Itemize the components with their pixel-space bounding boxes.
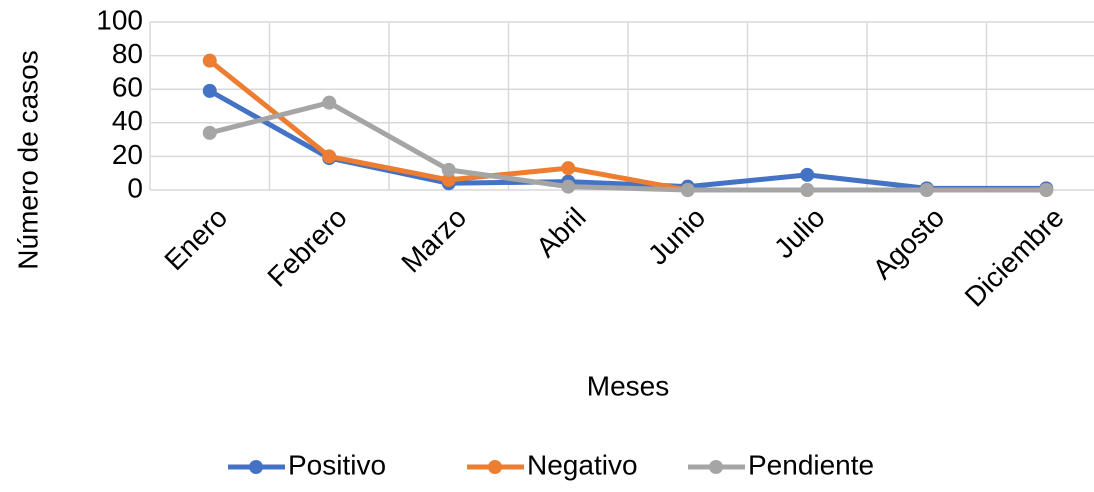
point (202, 53, 217, 68)
legend-label: Positivo (288, 449, 386, 480)
legend-marker (488, 460, 502, 474)
point (919, 183, 934, 197)
x-tick-label: Enero (158, 202, 233, 277)
y-tick-label: 60 (112, 72, 143, 103)
y-tick-label: 40 (112, 105, 143, 136)
x-tick-label: Agosto (867, 202, 951, 286)
x-tick-label: Marzo (395, 202, 472, 279)
point (800, 167, 815, 182)
point (800, 183, 815, 197)
legend-label: Pendiente (748, 449, 874, 480)
y-tick-label: 80 (112, 38, 143, 69)
point (561, 179, 576, 194)
x-tick-label: Julio (768, 202, 831, 265)
point (322, 95, 337, 110)
y-tick-label: 20 (112, 139, 143, 170)
point (202, 125, 217, 140)
legend-marker (249, 460, 263, 474)
x-tick-label: Junio (642, 202, 711, 271)
series-line (209, 100, 1047, 193)
point (561, 161, 576, 176)
point (680, 183, 695, 197)
y-tick-label: 100 (96, 4, 143, 35)
point (322, 149, 337, 164)
y-axis-title: Número de casos (12, 50, 43, 269)
x-tick-label: Febrero (261, 202, 352, 293)
legend-marker (709, 460, 723, 474)
point (441, 172, 456, 187)
y-tick-label: 0 (127, 172, 143, 203)
point (1039, 183, 1054, 197)
point (441, 162, 456, 177)
x-axis-title: Meses (587, 370, 669, 401)
point (202, 83, 217, 98)
legend-label: Negativo (527, 449, 638, 480)
x-tick-label: Diciembre (959, 202, 1070, 313)
x-tick-label: Abril (530, 202, 592, 264)
